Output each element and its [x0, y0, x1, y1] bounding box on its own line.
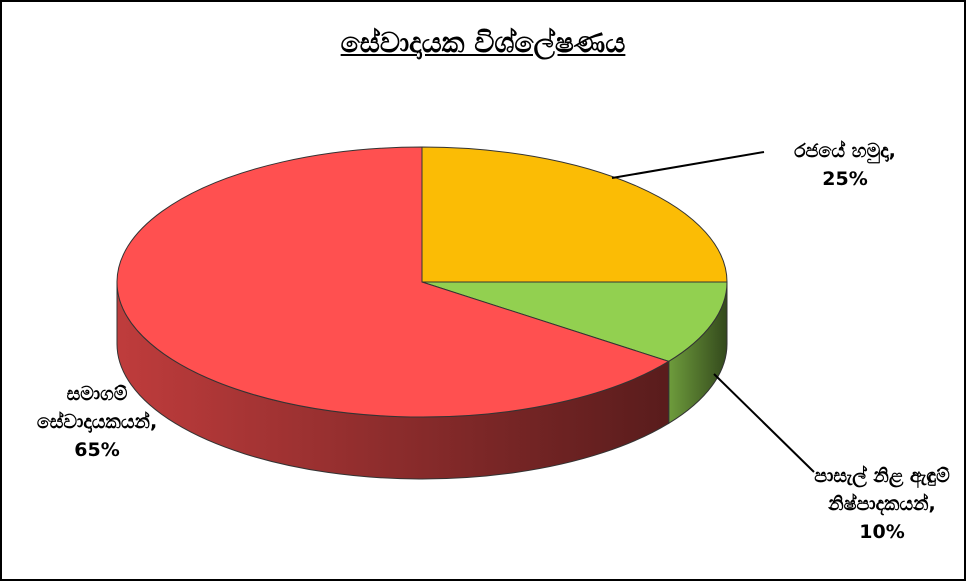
label-value: 65%: [74, 439, 120, 461]
slice: [116, 146, 670, 418]
slice: [421, 146, 728, 283]
label-value: 10%: [859, 521, 905, 543]
leader-line: [611, 151, 765, 179]
label-category: සමාගම් සේවාදායකයන්,: [36, 383, 158, 433]
data-label: රජයේ හමුදා, 25%: [760, 137, 930, 193]
leader-line: [713, 373, 815, 473]
chart-title: සේවාදායක විශ්ලේෂණය: [340, 26, 626, 59]
label-category: පාසැල් නිළ ඇඳුම් නිෂ්පාදකයන්,: [814, 465, 950, 515]
label-value: 25%: [822, 168, 868, 190]
label-category: රජයේ හමුදා,: [794, 140, 896, 162]
data-label: සමාගම් සේවාදායකයන්, 65%: [12, 380, 182, 464]
data-label: පාසැල් නිළ ඇඳුම් නිෂ්පාදකයන්, 10%: [802, 462, 962, 546]
slice: [421, 281, 728, 362]
